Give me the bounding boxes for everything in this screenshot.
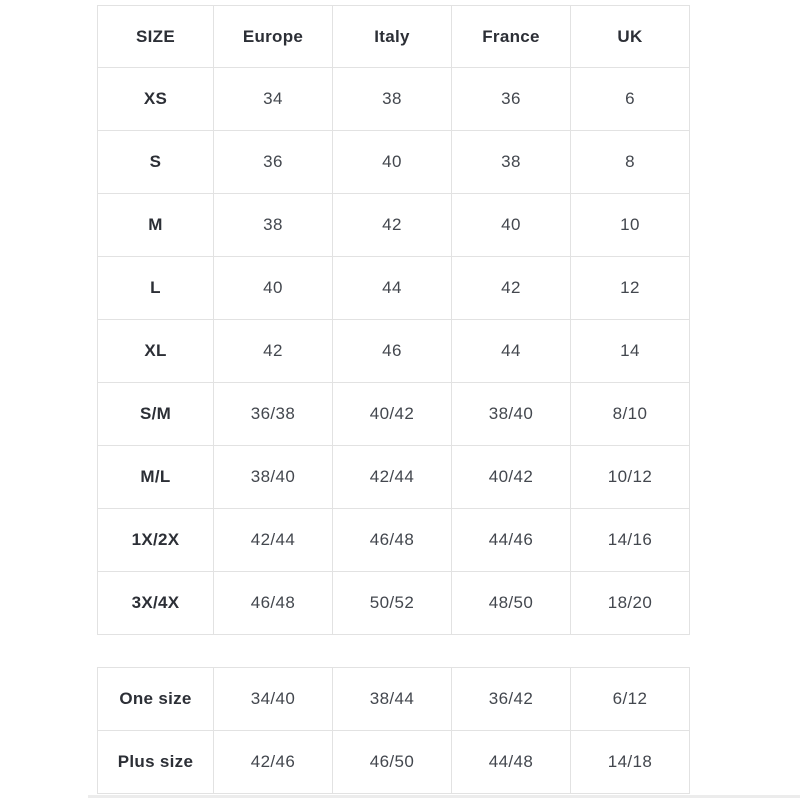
table-cell: 14/16 <box>570 508 690 572</box>
table-cell: 38 <box>213 193 333 257</box>
table-cell: 42/46 <box>213 730 333 794</box>
table-cell: 48/50 <box>451 571 571 635</box>
table-cell: 50/52 <box>332 571 452 635</box>
table-cell: 14/18 <box>570 730 690 794</box>
table-cell: 40 <box>213 256 333 320</box>
table-row-l: L 40 44 42 12 <box>97 256 690 320</box>
table-row-plus-size: Plus size 42/46 46/50 44/48 14/18 <box>97 730 690 794</box>
table-row-xs: XS 34 38 36 6 <box>97 67 690 131</box>
table-cell: 34/40 <box>213 667 333 731</box>
column-header-size: SIZE <box>97 5 214 68</box>
row-label: L <box>97 256 214 320</box>
row-label: 3X/4X <box>97 571 214 635</box>
table-cell: 46/50 <box>332 730 452 794</box>
table-cell: 44/46 <box>451 508 571 572</box>
table-cell: 42/44 <box>332 445 452 509</box>
table-cell: 34 <box>213 67 333 131</box>
table-cell: 12 <box>570 256 690 320</box>
table-cell: 36/42 <box>451 667 571 731</box>
row-label: 1X/2X <box>97 508 214 572</box>
table-cell: 42 <box>332 193 452 257</box>
table-cell: 46 <box>332 319 452 383</box>
row-label: Plus size <box>97 730 214 794</box>
table-cell: 38 <box>451 130 571 194</box>
table-cell: 14 <box>570 319 690 383</box>
table-cell: 40/42 <box>332 382 452 446</box>
table-cell: 18/20 <box>570 571 690 635</box>
table-cell: 40 <box>451 193 571 257</box>
table-cell: 10/12 <box>570 445 690 509</box>
row-label: M/L <box>97 445 214 509</box>
bottom-divider <box>88 795 800 798</box>
table-cell: 36 <box>213 130 333 194</box>
table-row-m: M 38 42 40 10 <box>97 193 690 257</box>
column-header-europe: Europe <box>213 5 333 68</box>
table-cell: 44/48 <box>451 730 571 794</box>
row-label: One size <box>97 667 214 731</box>
table-cell: 42 <box>451 256 571 320</box>
table-row-1x2x: 1X/2X 42/44 46/48 44/46 14/16 <box>97 508 690 572</box>
table-cell: 38 <box>332 67 452 131</box>
table-cell: 36/38 <box>213 382 333 446</box>
header-row: SIZE Europe Italy France UK <box>97 5 690 68</box>
column-header-uk: UK <box>570 5 690 68</box>
row-label: M <box>97 193 214 257</box>
column-header-italy: Italy <box>332 5 452 68</box>
table-cell: 38/44 <box>332 667 452 731</box>
row-label: S <box>97 130 214 194</box>
table-cell: 6/12 <box>570 667 690 731</box>
table-row-s: S 36 40 38 8 <box>97 130 690 194</box>
table-cell: 36 <box>451 67 571 131</box>
table-row-ml: M/L 38/40 42/44 40/42 10/12 <box>97 445 690 509</box>
row-label: S/M <box>97 382 214 446</box>
table-cell: 40 <box>332 130 452 194</box>
table-cell: 38/40 <box>213 445 333 509</box>
table-cell: 40/42 <box>451 445 571 509</box>
table-row-xl: XL 42 46 44 14 <box>97 319 690 383</box>
table-cell: 44 <box>332 256 452 320</box>
table-row-one-size: One size 34/40 38/44 36/42 6/12 <box>97 667 690 731</box>
table-cell: 46/48 <box>213 571 333 635</box>
table-cell: 10 <box>570 193 690 257</box>
table-row-sm: S/M 36/38 40/42 38/40 8/10 <box>97 382 690 446</box>
special-sizes-table: One size 34/40 38/44 36/42 6/12 Plus siz… <box>97 667 690 794</box>
table-row-3x4x: 3X/4X 46/48 50/52 48/50 18/20 <box>97 571 690 635</box>
row-label: XL <box>97 319 214 383</box>
row-label: XS <box>97 67 214 131</box>
table-cell: 8/10 <box>570 382 690 446</box>
size-conversion-table: SIZE Europe Italy France UK XS 34 38 36 … <box>97 5 690 635</box>
column-header-france: France <box>451 5 571 68</box>
table-cell: 8 <box>570 130 690 194</box>
table-cell: 46/48 <box>332 508 452 572</box>
table-cell: 38/40 <box>451 382 571 446</box>
table-cell: 42/44 <box>213 508 333 572</box>
table-cell: 6 <box>570 67 690 131</box>
table-cell: 42 <box>213 319 333 383</box>
table-cell: 44 <box>451 319 571 383</box>
